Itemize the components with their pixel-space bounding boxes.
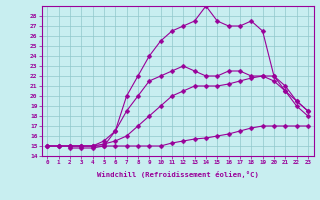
X-axis label: Windchill (Refroidissement éolien,°C): Windchill (Refroidissement éolien,°C): [97, 171, 259, 178]
